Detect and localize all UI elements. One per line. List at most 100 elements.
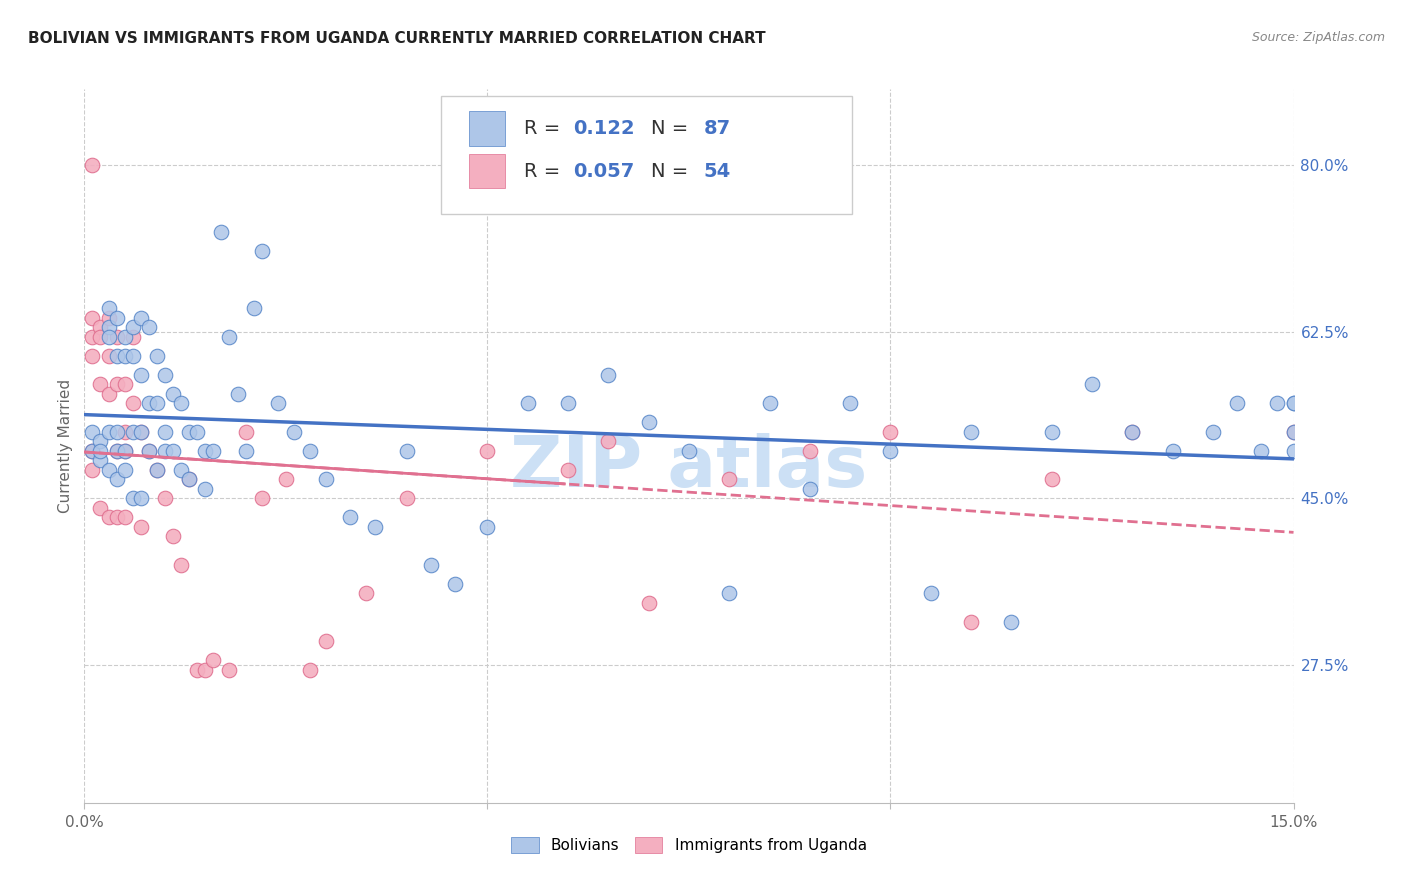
Point bbox=[235, 443, 257, 458]
Point bbox=[114, 443, 136, 458]
Point bbox=[516, 396, 538, 410]
Point bbox=[138, 320, 160, 334]
Point bbox=[82, 425, 104, 439]
Point bbox=[105, 349, 128, 363]
Text: 0.122: 0.122 bbox=[572, 119, 634, 138]
Point bbox=[598, 368, 620, 382]
Point bbox=[879, 443, 901, 458]
Point bbox=[153, 443, 176, 458]
Point bbox=[162, 443, 184, 458]
Y-axis label: Currently Married: Currently Married bbox=[58, 379, 73, 513]
Point bbox=[82, 329, 104, 343]
Point bbox=[226, 386, 249, 401]
Point bbox=[129, 520, 152, 534]
Point bbox=[97, 301, 120, 315]
Point bbox=[105, 472, 128, 486]
Point bbox=[129, 368, 152, 382]
Point bbox=[1000, 615, 1022, 629]
Point bbox=[170, 558, 193, 572]
Point bbox=[114, 510, 136, 524]
Point bbox=[339, 510, 361, 524]
Legend: Bolivians, Immigrants from Uganda: Bolivians, Immigrants from Uganda bbox=[505, 831, 873, 859]
Text: 87: 87 bbox=[703, 119, 731, 138]
Point bbox=[235, 425, 257, 439]
Point bbox=[129, 425, 152, 439]
Point bbox=[799, 482, 821, 496]
Point bbox=[89, 443, 111, 458]
Point bbox=[105, 443, 128, 458]
Point bbox=[1040, 472, 1063, 486]
Point bbox=[89, 329, 111, 343]
Point bbox=[97, 329, 120, 343]
Point bbox=[82, 443, 104, 458]
Point bbox=[1250, 443, 1272, 458]
Point bbox=[97, 386, 120, 401]
Point bbox=[299, 443, 322, 458]
Point bbox=[186, 663, 208, 677]
Point bbox=[114, 377, 136, 392]
Point bbox=[89, 453, 111, 467]
Point bbox=[637, 415, 659, 429]
Point bbox=[114, 443, 136, 458]
Point bbox=[1282, 443, 1305, 458]
Point bbox=[179, 425, 201, 439]
Text: BOLIVIAN VS IMMIGRANTS FROM UGANDA CURRENTLY MARRIED CORRELATION CHART: BOLIVIAN VS IMMIGRANTS FROM UGANDA CURRE… bbox=[28, 31, 766, 46]
Point bbox=[153, 491, 176, 506]
Point bbox=[1226, 396, 1249, 410]
Point bbox=[194, 663, 217, 677]
Point bbox=[89, 500, 111, 515]
Point bbox=[121, 329, 143, 343]
Point bbox=[395, 491, 418, 506]
Point bbox=[162, 386, 184, 401]
Point bbox=[356, 586, 378, 600]
Point bbox=[218, 329, 240, 343]
Point bbox=[879, 425, 901, 439]
Point bbox=[105, 329, 128, 343]
Point bbox=[121, 491, 143, 506]
Point bbox=[114, 349, 136, 363]
Point bbox=[105, 510, 128, 524]
Point bbox=[146, 463, 169, 477]
Point bbox=[1282, 396, 1305, 410]
Point bbox=[82, 463, 104, 477]
Text: R =: R = bbox=[524, 119, 567, 138]
Point bbox=[202, 653, 225, 667]
Point bbox=[1267, 396, 1289, 410]
Point bbox=[395, 443, 418, 458]
Point bbox=[209, 225, 232, 239]
Point bbox=[82, 443, 104, 458]
Point bbox=[194, 443, 217, 458]
Point bbox=[186, 425, 208, 439]
Point bbox=[1282, 396, 1305, 410]
Point bbox=[557, 396, 579, 410]
Point bbox=[267, 396, 290, 410]
Point bbox=[420, 558, 443, 572]
Point bbox=[105, 310, 128, 325]
Point bbox=[444, 577, 467, 591]
Point bbox=[250, 244, 273, 258]
Point bbox=[138, 396, 160, 410]
Point bbox=[960, 615, 983, 629]
Point bbox=[1282, 425, 1305, 439]
Point bbox=[153, 425, 176, 439]
Point bbox=[678, 443, 700, 458]
Point bbox=[1081, 377, 1104, 392]
Point bbox=[129, 310, 152, 325]
Point bbox=[799, 443, 821, 458]
Point bbox=[129, 425, 152, 439]
Point bbox=[250, 491, 273, 506]
Point bbox=[153, 368, 176, 382]
Point bbox=[637, 596, 659, 610]
Point bbox=[299, 663, 322, 677]
Point bbox=[920, 586, 942, 600]
Point bbox=[557, 463, 579, 477]
FancyBboxPatch shape bbox=[468, 154, 505, 188]
Text: N =: N = bbox=[651, 119, 695, 138]
Point bbox=[179, 472, 201, 486]
Point bbox=[315, 472, 337, 486]
Point bbox=[274, 472, 297, 486]
Point bbox=[170, 463, 193, 477]
Point bbox=[718, 472, 741, 486]
Point bbox=[477, 443, 499, 458]
Point bbox=[121, 396, 143, 410]
